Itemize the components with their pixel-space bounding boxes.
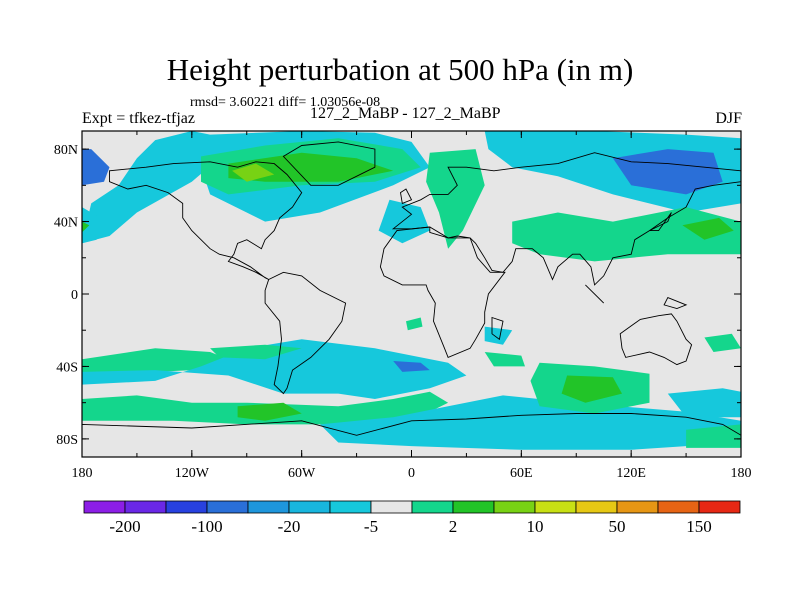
case-label: 127_2_MaBP - 127_2_MaBP	[310, 105, 501, 122]
colorbar-label: 50	[609, 517, 626, 536]
contour-region	[320, 395, 741, 450]
coastline	[585, 284, 605, 304]
coastline	[649, 212, 672, 232]
colorbar-swatch	[329, 500, 372, 514]
colorbar-swatch	[206, 500, 249, 514]
y-tick-label: 40N	[54, 216, 78, 231]
colorbar-swatch	[370, 500, 413, 514]
contour-region	[378, 199, 430, 244]
colorbar-swatch	[247, 500, 290, 514]
colorbar-swatch	[657, 500, 700, 514]
colorbar-swatch	[575, 500, 618, 514]
contour-region	[237, 402, 302, 421]
colorbar-swatch	[616, 500, 659, 514]
colorbar-label: -5	[364, 517, 378, 536]
contour-region	[686, 424, 741, 448]
x-tick-label: 0	[408, 466, 415, 481]
colorbar-label: 2	[449, 517, 458, 536]
colorbar: -200 -100 -20 -5 2 10 50 150	[83, 500, 741, 536]
colorbar-label: -100	[191, 517, 222, 536]
coastline	[619, 313, 693, 366]
experiment-label: Expt = tfkez-tfjaz	[82, 110, 195, 127]
coastline-layer	[82, 141, 741, 457]
x-tick-label: 60W	[288, 466, 316, 481]
x-tick-label: 120E	[616, 466, 646, 481]
colorbar-label: -200	[109, 517, 140, 536]
contour-region	[393, 361, 430, 372]
coastline	[400, 188, 413, 205]
colorbar-label: 150	[686, 517, 712, 536]
contour-region	[82, 339, 467, 399]
y-tick-label: 80S	[56, 433, 78, 448]
coastline	[379, 226, 506, 358]
contour-region	[406, 317, 423, 331]
coastline	[264, 271, 347, 395]
contour-region	[561, 375, 622, 403]
colorbar-swatch	[452, 500, 495, 514]
x-tick-label: 180	[731, 466, 752, 481]
y-tick-label: 80N	[54, 143, 78, 158]
x-tick-label: 60E	[510, 466, 533, 481]
coastline	[109, 161, 303, 280]
contour-region	[82, 149, 110, 186]
colorbar-label: 10	[527, 517, 544, 536]
contour-region	[667, 388, 741, 418]
colorbar-swatch	[698, 500, 741, 514]
coastline	[491, 316, 504, 341]
stats-label: rmsd= 3.60221 diff= 1.03056e-08	[190, 95, 381, 110]
map-plot: 180 120W 60W 0 60E 120E 180 80N 40N 0 40S 80S	[54, 130, 752, 481]
colorbar-swatch	[165, 500, 208, 514]
coastline	[391, 152, 741, 286]
colorbar-swatch	[411, 500, 454, 514]
coastline	[282, 141, 376, 186]
x-tick-label: 120W	[175, 466, 210, 481]
x-tick-label: 180	[72, 466, 93, 481]
contour-region	[82, 207, 101, 244]
plot-title: Height perturbation at 500 hPa (in m)	[166, 52, 634, 87]
y-tick-label: 40S	[56, 360, 78, 375]
y-tick-label: 0	[71, 288, 78, 303]
contour-region	[704, 333, 741, 352]
contour-region	[232, 163, 275, 182]
contour-region	[682, 217, 734, 240]
colorbar-swatch	[83, 500, 126, 514]
contour-region	[612, 149, 723, 195]
contour-region	[426, 149, 485, 249]
coastline	[82, 413, 741, 457]
contour-region	[82, 221, 90, 233]
coastline	[663, 297, 688, 309]
colorbar-swatch	[288, 500, 331, 514]
colorbar-swatch	[534, 500, 577, 514]
colorbar-label: -20	[278, 517, 301, 536]
contour-region	[484, 352, 525, 367]
contour-region	[210, 344, 302, 360]
colorbar-swatch	[493, 500, 536, 514]
contour-region	[512, 207, 741, 262]
colorbar-swatch	[124, 500, 167, 514]
season-label: DJF	[715, 110, 742, 127]
